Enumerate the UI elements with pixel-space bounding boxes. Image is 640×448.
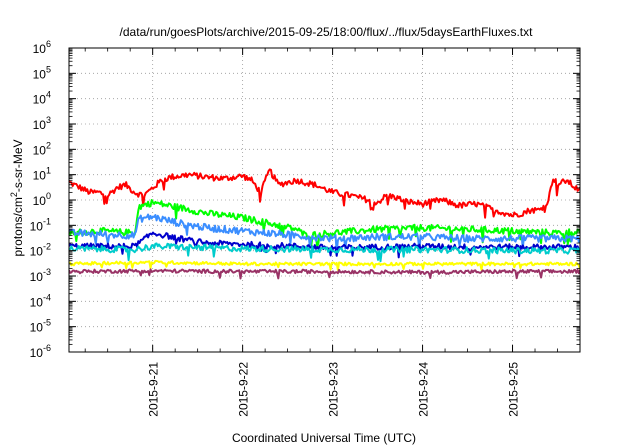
series-group <box>69 168 580 280</box>
y-tick-label: 100 <box>33 191 51 208</box>
y-tick-label: 10-4 <box>30 292 51 309</box>
series-line-5 <box>69 242 580 263</box>
y-axis-label: protons/cm2-s-sr-MeV <box>9 139 25 256</box>
y-axis-label-main: protons/cm <box>11 197 25 256</box>
axes: 10-6 10-5 10-4 10-3 10-2 10-1 100 101 102 103 104 1… <box>30 39 581 417</box>
y-tick-label: 10-6 <box>30 343 51 360</box>
series-line-7 <box>69 268 580 280</box>
x-tick-label: 2015-9-25 <box>507 362 521 417</box>
y-tick-label: 102 <box>33 140 51 157</box>
x-tick-label: 2015-9-21 <box>147 362 161 417</box>
x-axis-label: Coordinated Universal Time (UTC) <box>232 431 416 445</box>
series-line-6 <box>69 259 580 271</box>
series-line-2 <box>69 199 580 248</box>
y-tick-label: 10-2 <box>30 242 51 259</box>
series-line-4 <box>69 231 580 259</box>
y-axis-label-rest: -s-sr-MeV <box>11 139 25 192</box>
y-axis-label-superscript: 2 <box>9 192 19 197</box>
x-tick-label: 2015-9-24 <box>417 362 431 417</box>
y-tick-label: 103 <box>33 115 51 132</box>
y-tick-label: 105 <box>33 64 51 81</box>
x-tick-label: 2015-9-23 <box>327 362 341 417</box>
chart-title: /data/run/goesPlots/archive/2015-09-25/1… <box>120 25 534 39</box>
y-tick-label: 104 <box>33 90 51 107</box>
y-tick-label: 106 <box>33 39 51 56</box>
y-tick-label: 10-3 <box>30 267 51 284</box>
grid <box>69 48 580 352</box>
y-tick-label: 101 <box>33 166 51 183</box>
series-line-1 <box>69 168 580 219</box>
x-tick-label: 2015-9-22 <box>237 362 251 417</box>
series-line-3 <box>69 213 580 254</box>
y-tick-label: 10-5 <box>30 318 51 335</box>
y-tick-label: 10-1 <box>30 216 51 233</box>
